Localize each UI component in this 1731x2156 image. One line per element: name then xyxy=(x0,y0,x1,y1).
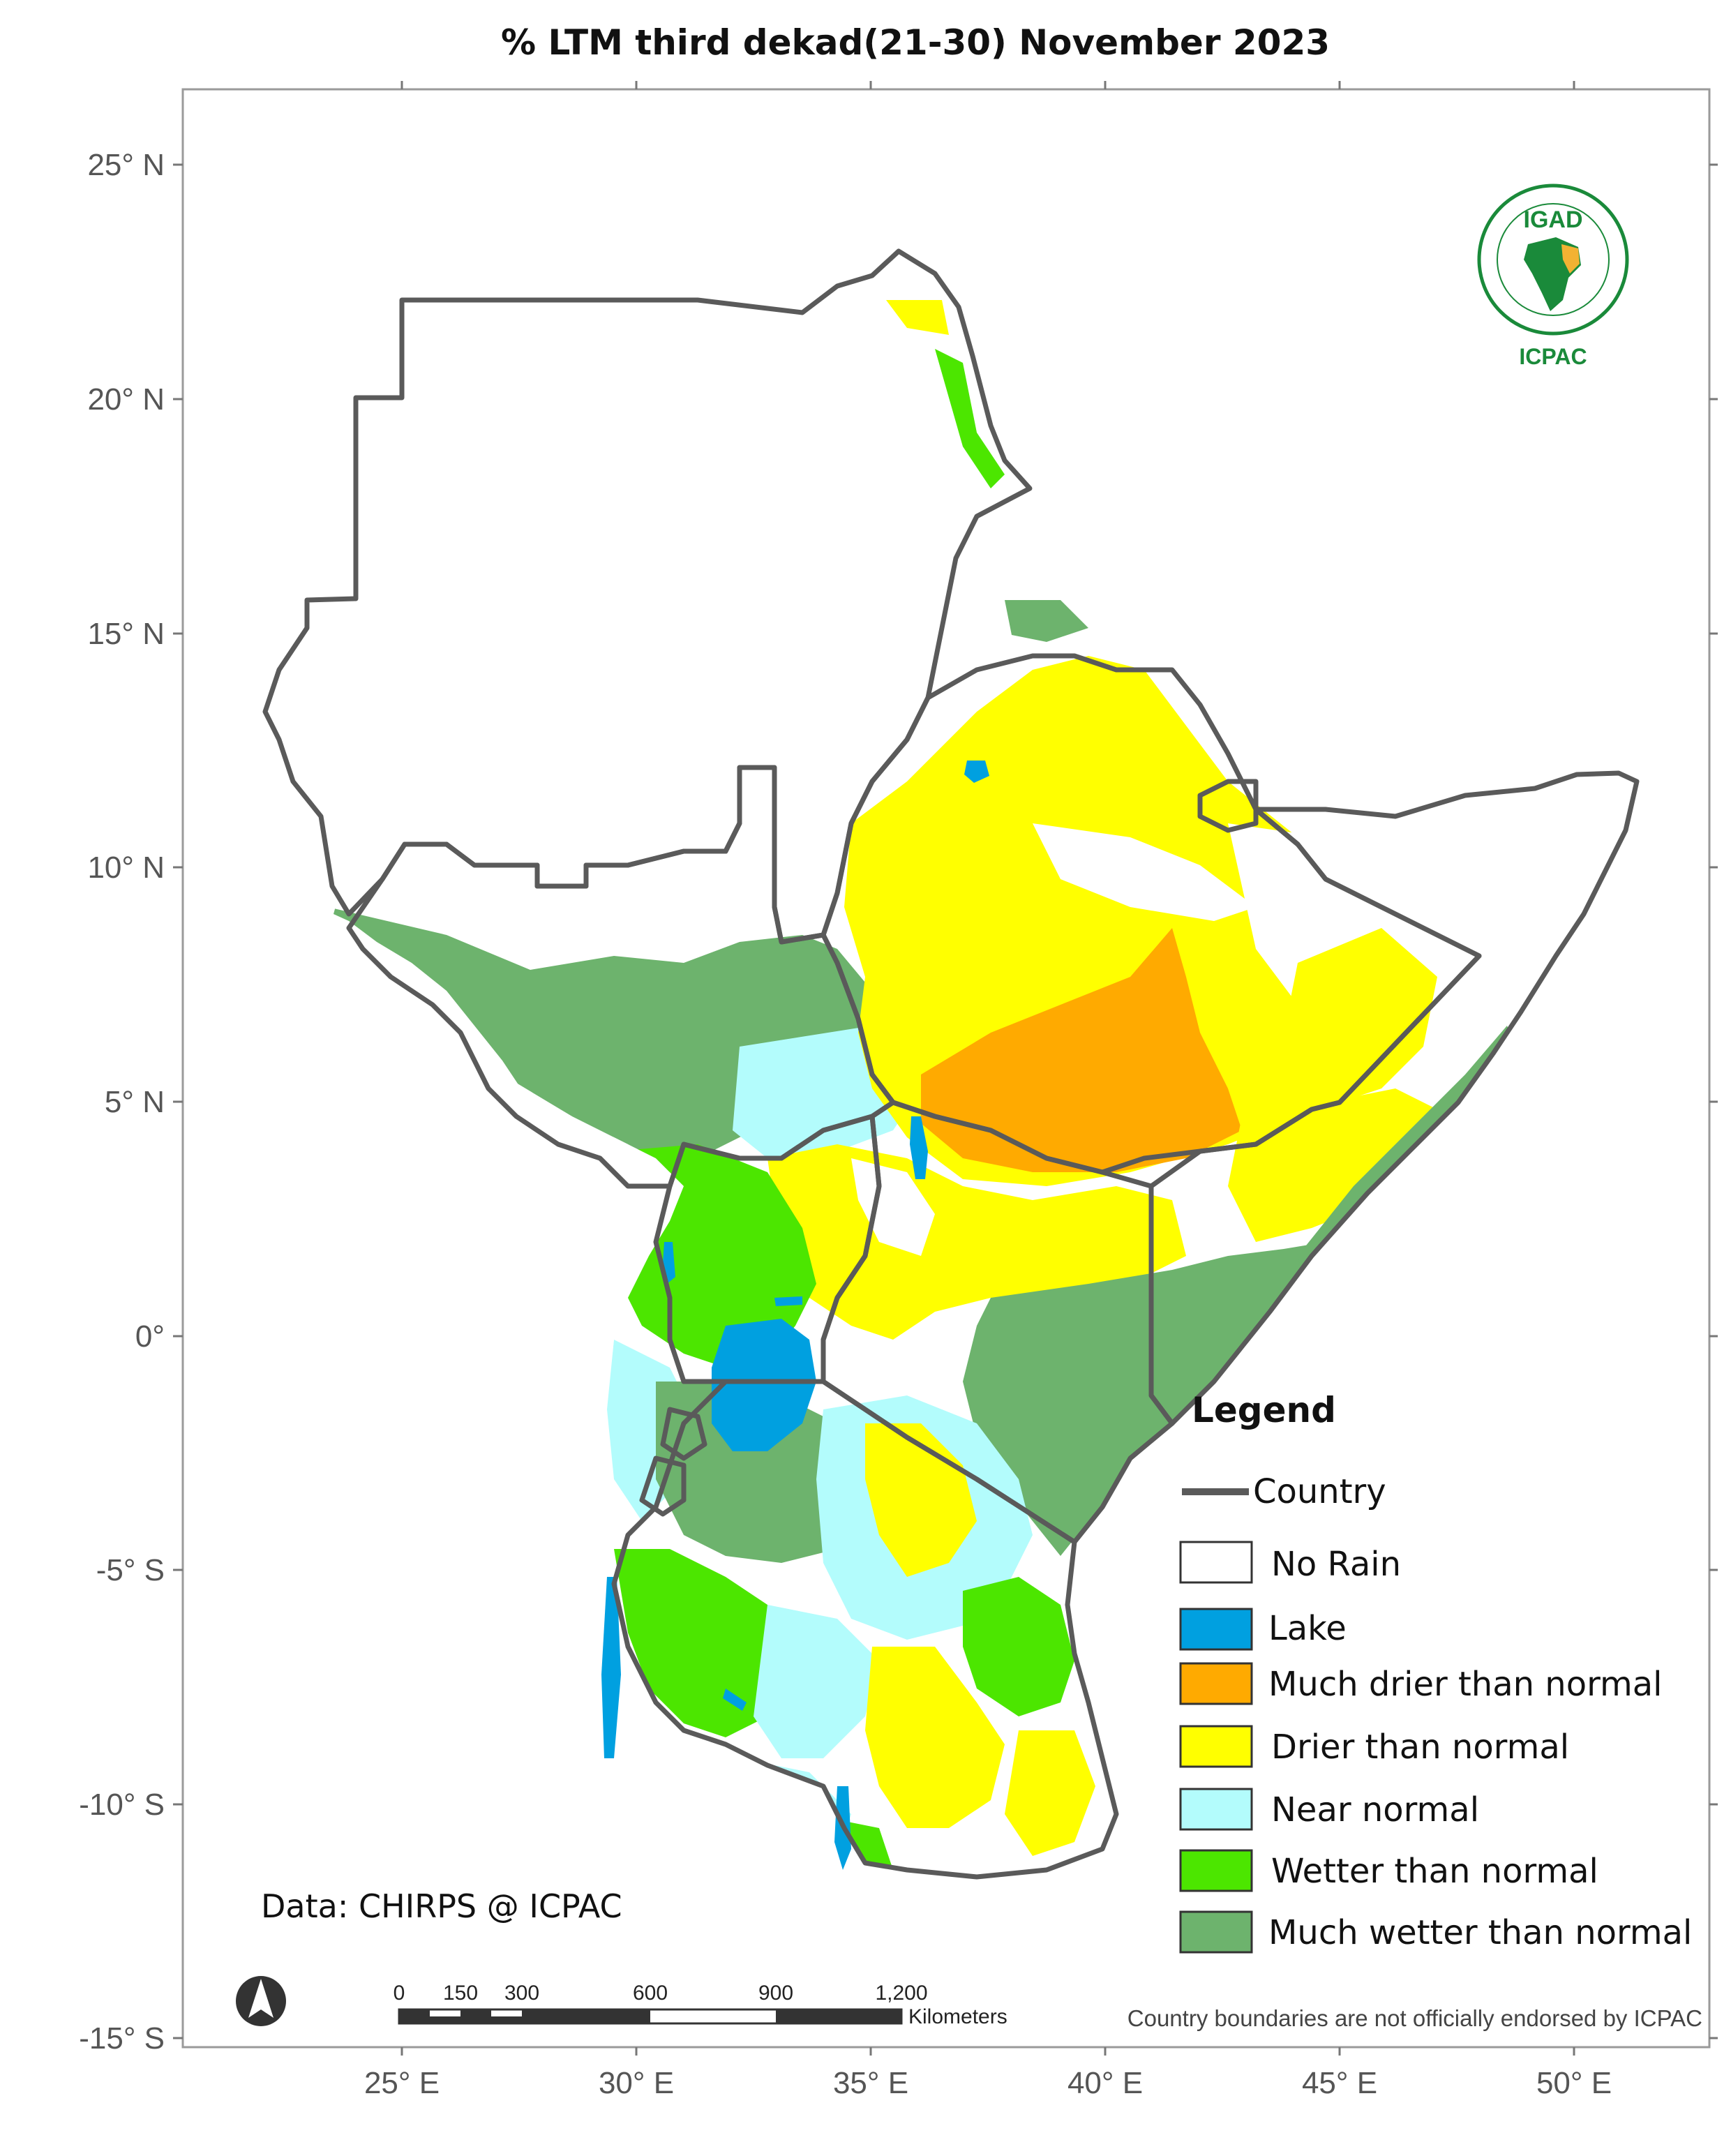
lake-kyoga xyxy=(774,1296,802,1306)
legend-swatch-drier xyxy=(1179,1725,1253,1768)
somalia-boundary xyxy=(1148,770,1640,1426)
legend-label-wetter: Wetter than normal xyxy=(1271,1852,1598,1891)
no-rain-area xyxy=(1033,823,1256,921)
wetter-area xyxy=(963,1577,1074,1716)
legend-swatch-near-normal xyxy=(1179,1788,1253,1831)
logo-bottom-text: ICPAC xyxy=(1519,344,1587,369)
tanzania-boundary xyxy=(611,1379,1119,1880)
lon-label: 30° E xyxy=(599,2066,674,2100)
legend-title: Legend xyxy=(1192,1390,1336,1430)
legend-label-lake: Lake xyxy=(1268,1609,1347,1648)
scale-unit: Kilometers xyxy=(908,2005,1007,2028)
lon-label: 35° E xyxy=(833,2066,908,2100)
north-arrow-icon xyxy=(236,1976,286,2026)
legend-label-drier: Drier than normal xyxy=(1271,1728,1569,1767)
lat-label: 20° N xyxy=(87,382,165,417)
drier-area xyxy=(865,1647,1005,1828)
near-normal-area xyxy=(754,1605,879,1758)
lake-tana xyxy=(964,761,989,783)
lakes xyxy=(601,761,989,1870)
legend-country-label: Country xyxy=(1253,1472,1386,1511)
latitude-labels: 25° N 20° N 15° N 10° N 5° N 0° -5° S -1… xyxy=(79,148,165,2056)
lon-label: 50° E xyxy=(1536,2066,1612,2100)
legend-swatch-wetter xyxy=(1179,1849,1253,1892)
wetter-area xyxy=(935,349,1005,488)
legend-label-near-normal: Near normal xyxy=(1271,1790,1479,1829)
much-wetter-area xyxy=(1005,600,1088,642)
drier-area xyxy=(1005,1730,1095,1856)
country-boundaries xyxy=(262,248,1640,1880)
drier-area xyxy=(1284,928,1437,1088)
lat-label: 0° xyxy=(135,1319,165,1354)
lat-label: 25° N xyxy=(87,148,165,182)
legend-label-much-drier: Much drier than normal xyxy=(1268,1665,1663,1704)
boundary-disclaimer: Country boundaries are not officially en… xyxy=(1127,2005,1702,2031)
legend-swatch-lake xyxy=(1179,1608,1253,1651)
legend: Legend Country No Rain Lake Much drier t… xyxy=(1179,1390,1692,1954)
legend-label-much-wetter: Much wetter than normal xyxy=(1268,1913,1692,1952)
map-title: % LTM third dekad(21-30) November 2023 xyxy=(501,22,1330,63)
lon-label: 25° E xyxy=(364,2066,440,2100)
much-drier-area xyxy=(921,928,1242,1172)
scale-tick-900: 900 xyxy=(758,1982,793,2005)
legend-swatch-no-rain xyxy=(1179,1541,1253,1584)
kenya-boundary xyxy=(820,1100,1175,1545)
lake-tanganyika xyxy=(601,1577,621,1758)
scale-tick-300: 300 xyxy=(504,1982,539,2005)
legend-label-no-rain: No Rain xyxy=(1271,1545,1401,1584)
logo-top-text: IGAD xyxy=(1524,207,1583,233)
lake-rukwa xyxy=(723,1689,747,1711)
lat-label: -5° S xyxy=(96,1553,165,1587)
tick-marks xyxy=(173,81,1718,2056)
legend-swatch-much-wetter xyxy=(1179,1910,1253,1954)
legend-swatch-much-drier xyxy=(1179,1662,1253,1705)
no-rain-area xyxy=(851,1158,935,1256)
scale-tick-600: 600 xyxy=(633,1982,668,2005)
lon-label: 40° E xyxy=(1067,2066,1143,2100)
lat-label: 15° N xyxy=(87,617,165,651)
lake-turkana xyxy=(910,1116,928,1179)
data-credit: Data: CHIRPS @ ICPAC xyxy=(261,1887,622,1925)
lat-label: -10° S xyxy=(79,1788,165,1822)
lat-label: -15° S xyxy=(79,2021,165,2056)
lon-label: 45° E xyxy=(1302,2066,1377,2100)
rwanda-boundary xyxy=(660,1407,707,1461)
djibouti-boundary xyxy=(1197,779,1259,833)
lat-label: 10° N xyxy=(87,851,165,885)
burundi-boundary xyxy=(639,1455,687,1517)
scale-tick-150: 150 xyxy=(443,1982,478,2005)
longitude-labels: 25° E 30° E 35° E 40° E 45° E 50° E xyxy=(364,2066,1612,2100)
drier-area xyxy=(886,300,949,335)
icpac-logo: IGAD ICPAC xyxy=(1477,184,1629,369)
scale-bar: 0 150 300 600 900 1,200 Kilometers xyxy=(394,1982,1007,2028)
wetter-area xyxy=(614,1549,781,1737)
lat-label: 5° N xyxy=(105,1085,165,1119)
lake-victoria xyxy=(712,1319,816,1451)
scale-tick-1200: 1,200 xyxy=(875,1982,927,2005)
scale-tick-0: 0 xyxy=(394,1982,405,2005)
